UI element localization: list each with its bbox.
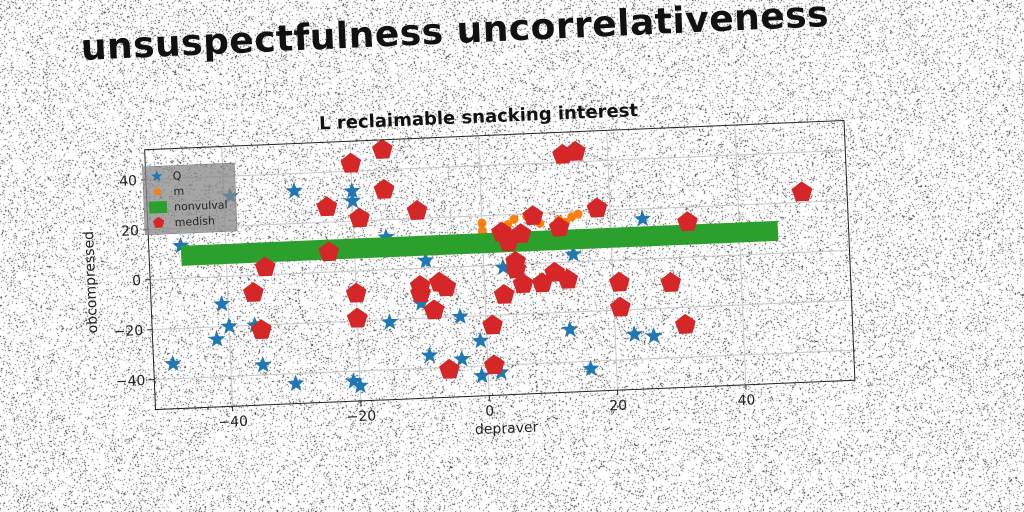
data-point (482, 314, 503, 335)
data-point (254, 256, 276, 277)
y-tick-label: 0 (132, 273, 142, 289)
data-point (373, 179, 395, 199)
data-point (349, 207, 370, 228)
data-point (548, 216, 570, 237)
data-point (491, 221, 512, 242)
data-point (677, 211, 698, 232)
data-point (565, 140, 586, 161)
data-point (522, 205, 544, 226)
data-point (625, 325, 643, 342)
legend-marker (152, 216, 165, 228)
x-tick-label: −40 (218, 414, 248, 431)
data-point (675, 314, 696, 334)
data-point (561, 320, 579, 338)
legend-marker (148, 200, 168, 214)
data-point (343, 192, 361, 209)
data-point (586, 197, 608, 218)
x-tick-label: 40 (737, 392, 755, 409)
x-axis-label: depraver (475, 420, 539, 439)
chart-title: L reclaimable snacking interest (319, 100, 639, 134)
data-point (573, 209, 583, 219)
data-point (243, 282, 264, 302)
data-point (372, 139, 393, 159)
data-point (254, 356, 272, 373)
data-point (423, 299, 445, 320)
legend-label: Q (173, 169, 183, 182)
data-point (791, 181, 813, 202)
data-point (251, 319, 272, 340)
data-point (660, 272, 682, 292)
data-point (564, 245, 582, 262)
data-point (505, 258, 527, 279)
y-tick-label: −40 (115, 373, 145, 390)
data-point (340, 152, 362, 173)
data-point (610, 296, 631, 317)
data-point (318, 241, 340, 262)
data-point (451, 307, 469, 325)
data-point (471, 331, 489, 349)
plot-frame (144, 119, 856, 411)
y-gridline (145, 149, 846, 181)
data-point (439, 358, 460, 379)
data-point (208, 330, 226, 347)
data-marks (164, 139, 813, 394)
y-gridline (154, 349, 854, 381)
data-point (347, 307, 368, 328)
data-point (343, 182, 361, 199)
data-point (164, 354, 182, 372)
x-tick-label: 0 (485, 403, 495, 419)
data-point (453, 350, 471, 367)
data-point (410, 282, 431, 303)
series-band (180, 220, 779, 266)
data-point (435, 276, 457, 297)
series-medish (243, 139, 813, 379)
y-tick-label: 20 (121, 223, 139, 240)
data-point (582, 359, 600, 377)
legend-box (142, 162, 238, 236)
x-tick-label: 20 (609, 398, 627, 415)
data-point (509, 214, 519, 224)
data-point (512, 273, 534, 294)
y-tick-label: −20 (113, 323, 143, 340)
legend-label: nonvulval (174, 198, 228, 213)
y-axis-label: obcompressed (81, 231, 101, 334)
data-point (351, 376, 369, 394)
y-gridline (147, 199, 848, 231)
axis-ticks: −40 −20 0 20 40 −40 −20 0 20 40 (113, 173, 755, 431)
data-point (557, 268, 578, 289)
data-point (406, 200, 428, 221)
data-point (316, 196, 338, 217)
data-point (287, 374, 305, 392)
data-point (633, 209, 651, 227)
data-point (417, 251, 435, 269)
legend-marker (153, 188, 161, 196)
series-nonvulval (180, 220, 779, 266)
data-point (609, 271, 630, 292)
data-point (345, 282, 367, 303)
legend-label: medish (174, 214, 215, 229)
data-point (493, 284, 515, 304)
legend-marker (151, 170, 163, 182)
y-tick-label: 40 (119, 173, 137, 190)
legend-label: m (173, 185, 184, 198)
data-point (421, 346, 439, 364)
data-point (213, 295, 231, 312)
data-point (285, 182, 303, 199)
data-point (220, 317, 238, 334)
x-tick-label: −20 (346, 408, 376, 425)
data-point (484, 354, 505, 375)
data-point (645, 327, 663, 344)
data-point (473, 366, 491, 384)
data-point (477, 226, 487, 236)
data-point (510, 223, 532, 244)
data-point (477, 218, 487, 228)
data-point (381, 313, 399, 330)
